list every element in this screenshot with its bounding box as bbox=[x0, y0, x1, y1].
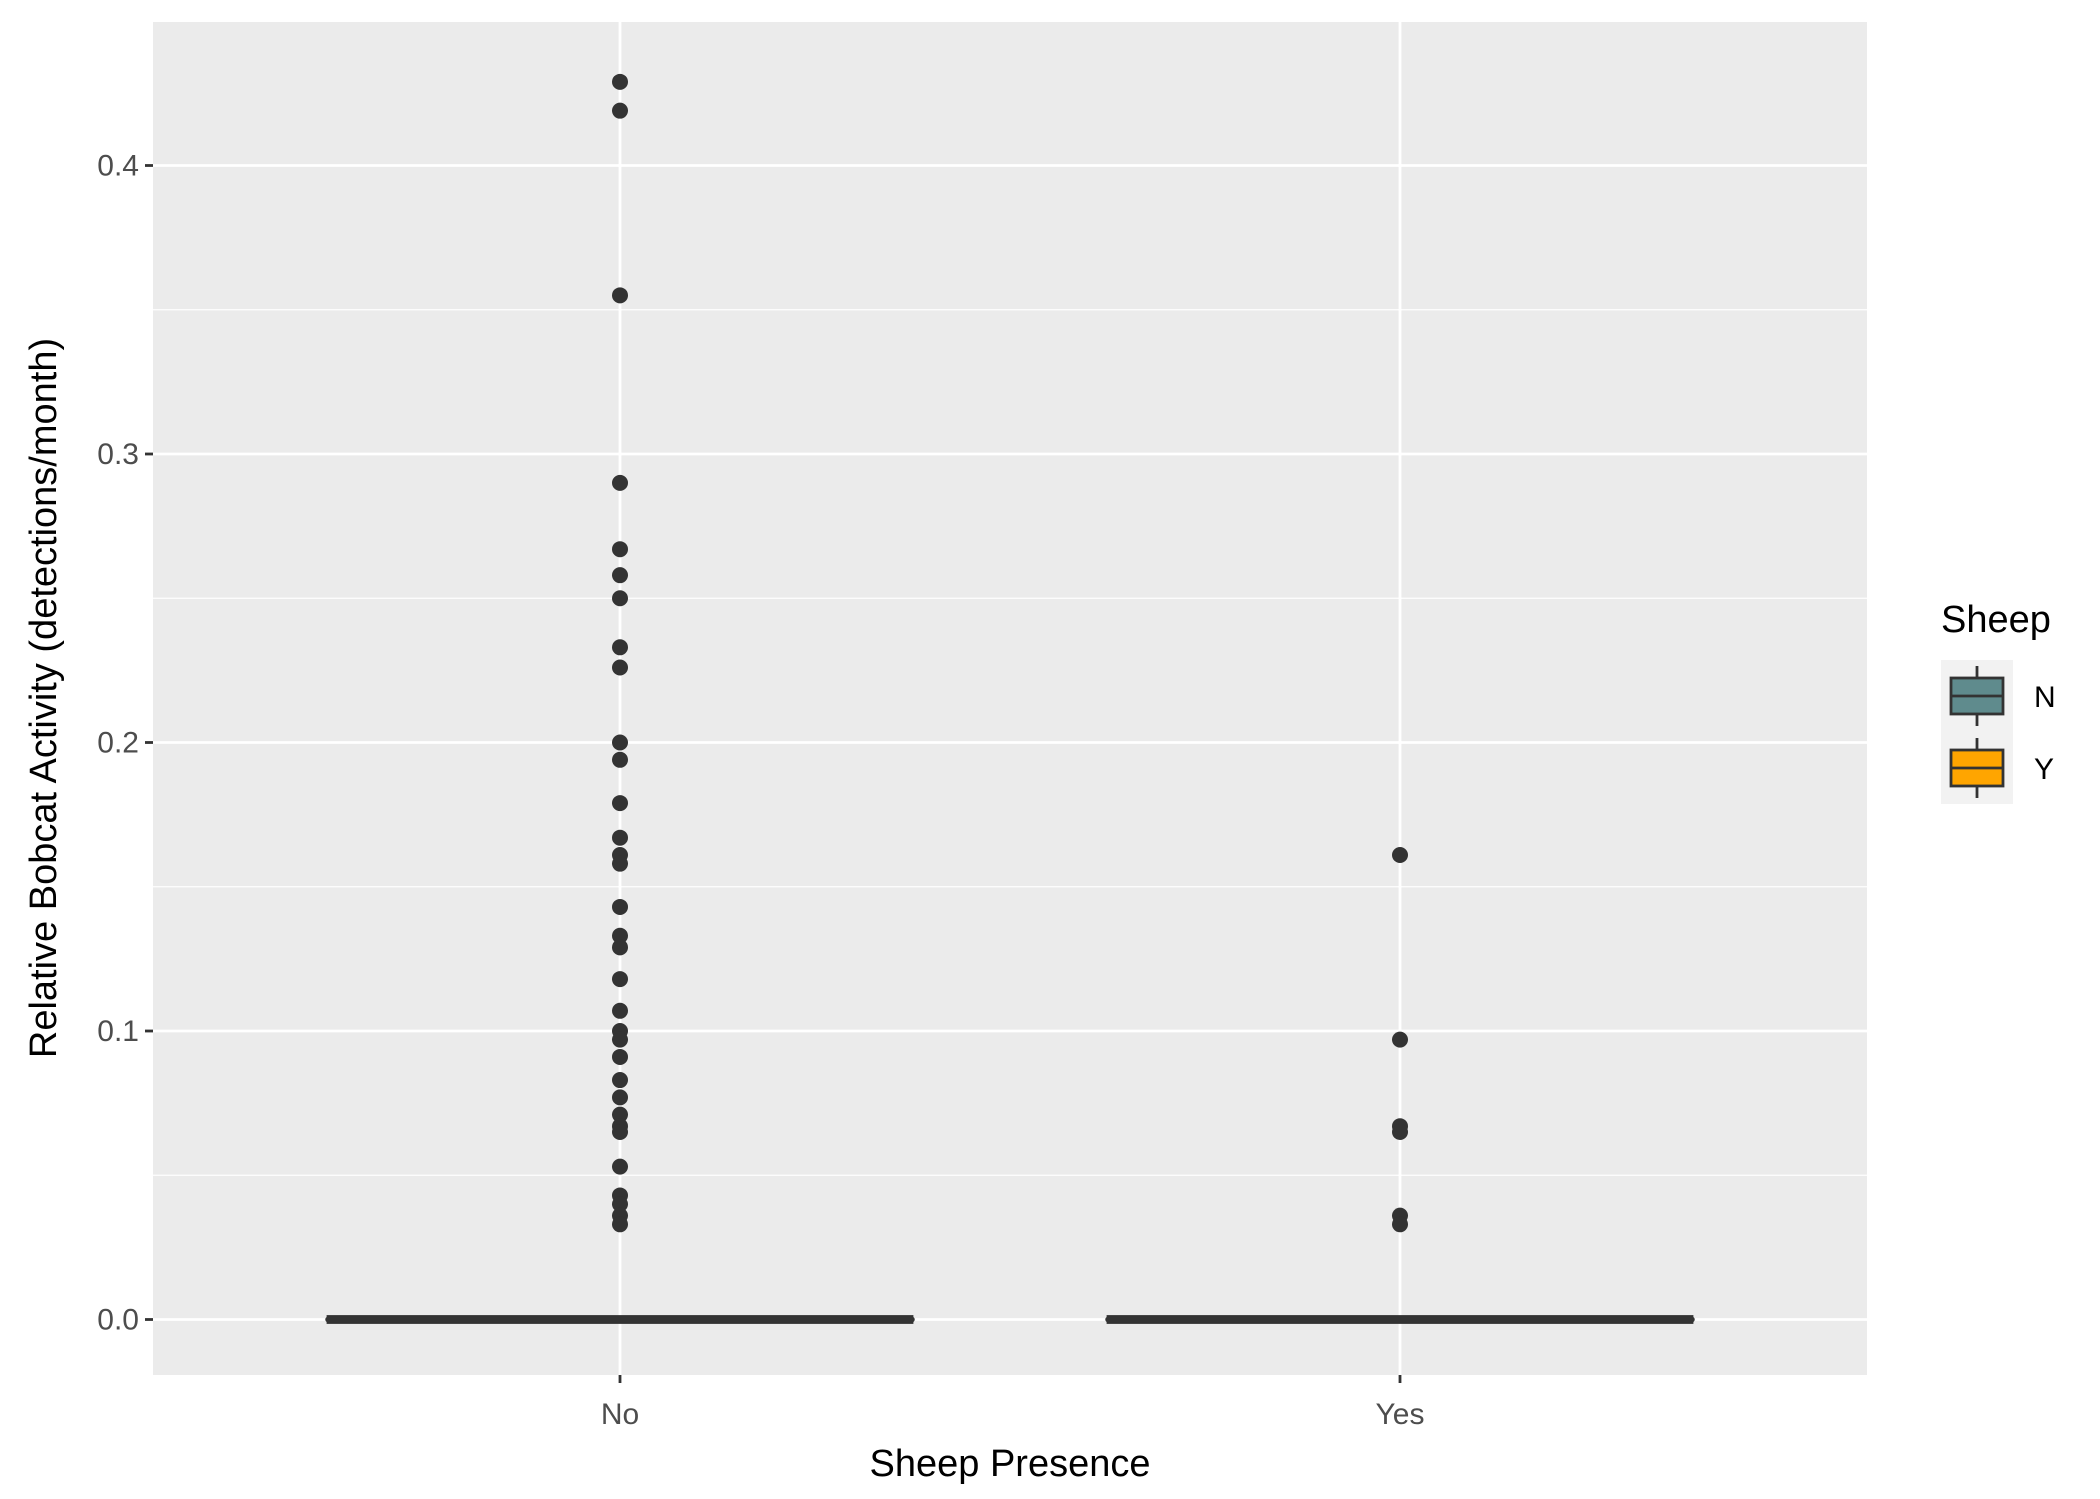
y-tick-label: 0.2 bbox=[97, 727, 139, 760]
outlier-point bbox=[612, 1089, 628, 1106]
outlier-point bbox=[612, 734, 628, 751]
outlier-point bbox=[612, 102, 628, 119]
legend-label: N bbox=[2034, 681, 2056, 714]
x-tick-label: Yes bbox=[1376, 1398, 1425, 1431]
outlier-point bbox=[612, 971, 628, 988]
outlier-point bbox=[612, 939, 628, 956]
outlier-point bbox=[612, 1216, 628, 1233]
boxes-layer bbox=[325, 1315, 1695, 1324]
outlier-point bbox=[612, 1048, 628, 1065]
outlier-point bbox=[612, 287, 628, 304]
outlier-point bbox=[612, 1031, 628, 1048]
outlier-points-layer bbox=[612, 73, 1408, 1233]
legend: Sheep N Y bbox=[1941, 599, 2056, 804]
outlier-point bbox=[612, 659, 628, 676]
outlier-point bbox=[612, 751, 628, 768]
y-tick-label: 0.4 bbox=[97, 150, 139, 183]
outlier-point bbox=[612, 829, 628, 846]
x-axis: No Yes bbox=[601, 1375, 1425, 1431]
outlier-point bbox=[612, 1072, 628, 1089]
outlier-point bbox=[1392, 1216, 1408, 1233]
plot-panel bbox=[153, 22, 1867, 1375]
x-axis-title: Sheep Presence bbox=[870, 1443, 1151, 1485]
y-axis: 0.0 0.1 0.2 0.3 0.4 bbox=[97, 150, 153, 1337]
y-tick-label: 0.3 bbox=[97, 438, 139, 471]
y-tick-label: 0.1 bbox=[97, 1015, 139, 1048]
outlier-point bbox=[612, 1158, 628, 1175]
outlier-point bbox=[612, 927, 628, 944]
y-axis-title: Relative Bobcat Activity (detections/mon… bbox=[23, 338, 65, 1058]
x-tick-label: No bbox=[601, 1398, 639, 1431]
outlier-point bbox=[612, 567, 628, 584]
outlier-point bbox=[612, 1002, 628, 1019]
y-tick-label: 0.0 bbox=[97, 1304, 139, 1337]
minor-gridlines bbox=[153, 309, 1867, 1176]
outlier-point bbox=[612, 898, 628, 915]
outlier-point bbox=[612, 1123, 628, 1140]
outlier-point bbox=[1392, 847, 1408, 864]
outlier-point bbox=[612, 1106, 628, 1123]
outlier-point bbox=[612, 639, 628, 656]
outlier-point bbox=[612, 795, 628, 812]
outlier-point bbox=[612, 1196, 628, 1213]
outlier-point bbox=[612, 541, 628, 558]
legend-label: Y bbox=[2034, 753, 2054, 786]
outlier-point bbox=[612, 73, 628, 90]
outlier-point bbox=[612, 855, 628, 872]
outlier-point bbox=[612, 474, 628, 491]
outlier-point bbox=[612, 590, 628, 607]
outlier-point bbox=[1392, 1031, 1408, 1048]
outlier-point bbox=[1392, 1123, 1408, 1140]
legend-title: Sheep bbox=[1941, 599, 2051, 641]
